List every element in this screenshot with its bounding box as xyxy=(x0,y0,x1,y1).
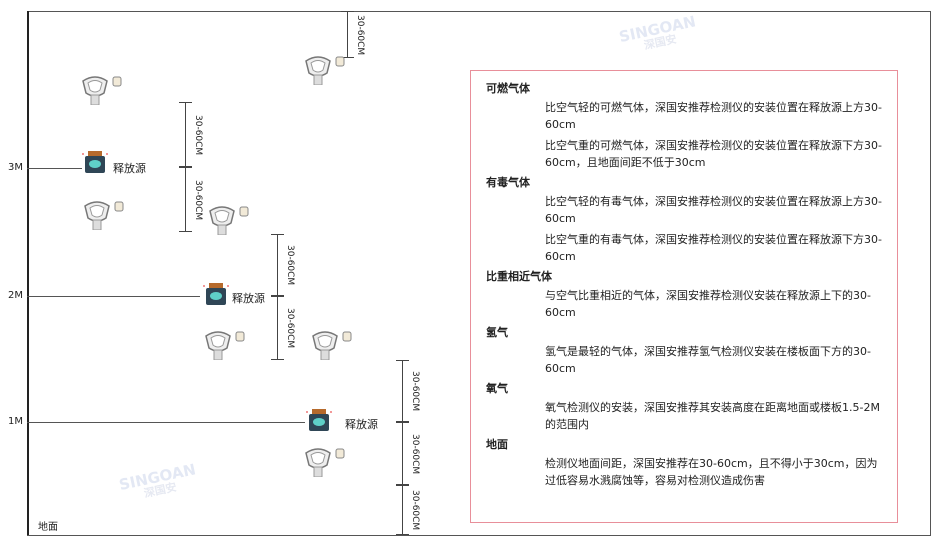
ground-line xyxy=(27,535,931,536)
gas-detector-icon xyxy=(310,330,354,364)
right-border xyxy=(930,11,931,536)
watermark-cn: 深国安 xyxy=(142,480,178,501)
release-source-label: 释放源 xyxy=(113,162,146,175)
release-source-icon xyxy=(203,282,229,310)
level-3m: 3M xyxy=(8,162,23,173)
dimension-label: 30-60CM xyxy=(285,308,295,349)
release-source-icon xyxy=(82,150,108,178)
dimension-label: 30-60CM xyxy=(193,114,203,155)
gas-detector-icon xyxy=(80,75,124,109)
section-text: 比空气轻的可燃气体，深国安推荐检测仪的安装位置在释放源上方30-60cm xyxy=(545,101,882,131)
level-2m-line xyxy=(27,296,200,297)
top-border xyxy=(27,11,931,12)
dimension-label: 30-60CM xyxy=(355,14,365,55)
dimension-label: 30-60CM xyxy=(410,433,420,474)
dimension-label: 30-60CM xyxy=(410,371,420,412)
gas-detector-icon xyxy=(203,330,247,364)
watermark-brand: SINGOAN xyxy=(617,12,698,47)
release-source-label: 释放源 xyxy=(345,418,378,431)
gas-detector-icon xyxy=(207,205,251,239)
dimension-marker xyxy=(341,11,354,58)
dimension-label: 30-60CM xyxy=(410,490,420,531)
left-wall xyxy=(27,11,29,536)
gas-detector-icon xyxy=(82,200,126,234)
section-text: 氧气检测仪的安装，深国安推荐其安装高度在距离地面或楼板1.5-2M的范围内 xyxy=(545,401,880,431)
dimension-marker xyxy=(396,485,409,535)
release-source-icon xyxy=(306,408,332,436)
dimension-marker xyxy=(396,422,409,485)
gas-detector-icon xyxy=(303,55,347,89)
section-text: 比空气重的有毒气体，深国安推荐检测仪的安装位置在释放源下方30-60cm xyxy=(545,233,882,263)
section-title: 氢气 xyxy=(486,326,508,339)
gas-detector-icon xyxy=(303,447,347,481)
dimension-label: 30-60CM xyxy=(193,179,203,220)
section-text: 与空气比重相近的气体，深国安推荐检测仪安装在释放源上下的30-60cm xyxy=(545,289,871,319)
watermark-cn: 深国安 xyxy=(642,32,678,53)
watermark-logo: SINGOAN 深国安 xyxy=(117,460,200,506)
level-2m: 2M xyxy=(8,290,23,301)
dimension-marker xyxy=(271,234,284,296)
dimension-marker xyxy=(271,296,284,360)
section-title: 地面 xyxy=(486,438,508,451)
section-title: 氧气 xyxy=(486,382,508,395)
dimension-marker xyxy=(179,102,192,167)
section-text: 比空气轻的有毒气体，深国安推荐检测仪的安装位置在释放源上方30-60cm xyxy=(545,195,882,225)
release-source-label: 释放源 xyxy=(232,292,265,305)
watermark-logo: SINGOAN 深国安 xyxy=(617,12,700,58)
dimension-label: 30-60CM xyxy=(285,245,295,286)
section-text: 比空气重的可燃气体，深国安推荐检测仪的安装位置在释放源下方30-60cm，且地面… xyxy=(545,139,882,169)
section-title: 比重相近气体 xyxy=(486,270,552,283)
section-title: 可燃气体 xyxy=(486,82,530,95)
level-1m-line xyxy=(27,422,305,423)
dimension-marker xyxy=(396,360,409,422)
section-text: 氢气是最轻的气体，深国安推荐氢气检测仪安装在楼板面下方的30-60cm xyxy=(545,345,871,375)
dimension-marker xyxy=(179,167,192,232)
level-3m-line xyxy=(27,168,82,169)
watermark-brand: SINGOAN xyxy=(117,460,198,495)
recommendation-panel: 可燃气体比空气轻的可燃气体，深国安推荐检测仪的安装位置在释放源上方30-60cm… xyxy=(470,70,898,523)
section-text: 检测仪地面间距，深国安推荐在30-60cm，且不得小于30cm，因为过低容易水溅… xyxy=(545,457,878,487)
ground-label: 地面 xyxy=(38,522,58,533)
level-1m: 1M xyxy=(8,416,23,427)
section-title: 有毒气体 xyxy=(486,176,530,189)
